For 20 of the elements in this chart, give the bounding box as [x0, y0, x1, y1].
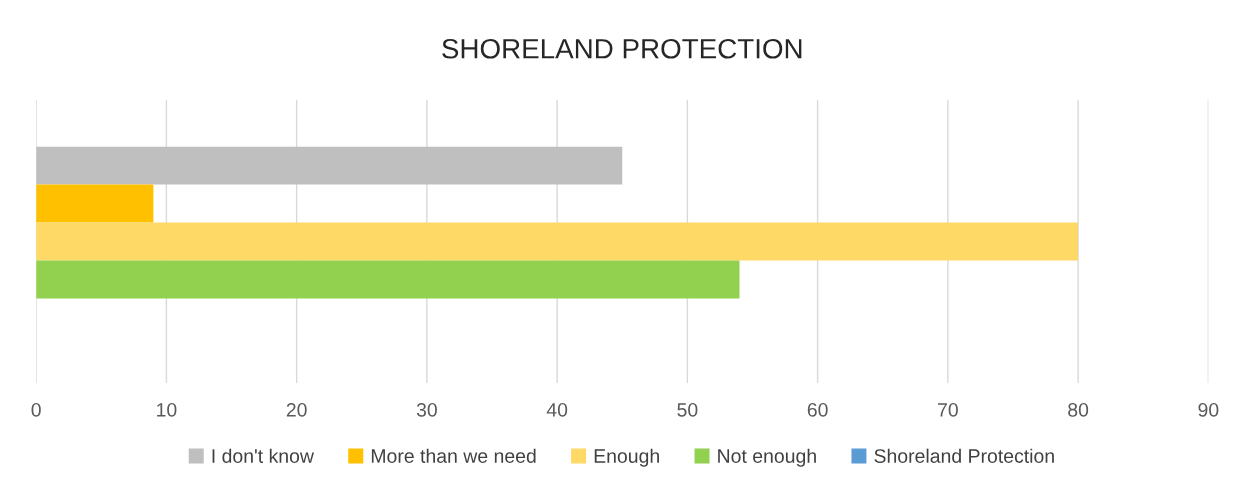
bar — [36, 184, 154, 223]
bar — [36, 146, 623, 185]
x-tick-label: 0 — [31, 402, 41, 417]
x-tick-label: 90 — [1198, 402, 1219, 417]
legend-label: I don't know — [212, 448, 314, 463]
bar — [36, 222, 1079, 261]
legend-label: Not enough — [718, 448, 816, 467]
legend-label: Shoreland Protection — [874, 448, 1054, 463]
x-tick-label: 10 — [157, 402, 177, 417]
chart-title: SHORELAND PROTECTION — [442, 38, 802, 59]
legend-label: More than we need — [371, 448, 536, 463]
x-tick-label: 50 — [677, 402, 698, 417]
x-tick-label: 80 — [1068, 402, 1089, 417]
x-tick-label: 20 — [286, 402, 307, 417]
x-tick-label: 30 — [416, 402, 437, 417]
legend-label: Enough — [594, 448, 659, 467]
x-tick-label: 40 — [546, 402, 568, 417]
x-tick-label: 60 — [807, 402, 828, 417]
x-tick-label: 70 — [938, 402, 958, 417]
bar — [36, 260, 740, 299]
